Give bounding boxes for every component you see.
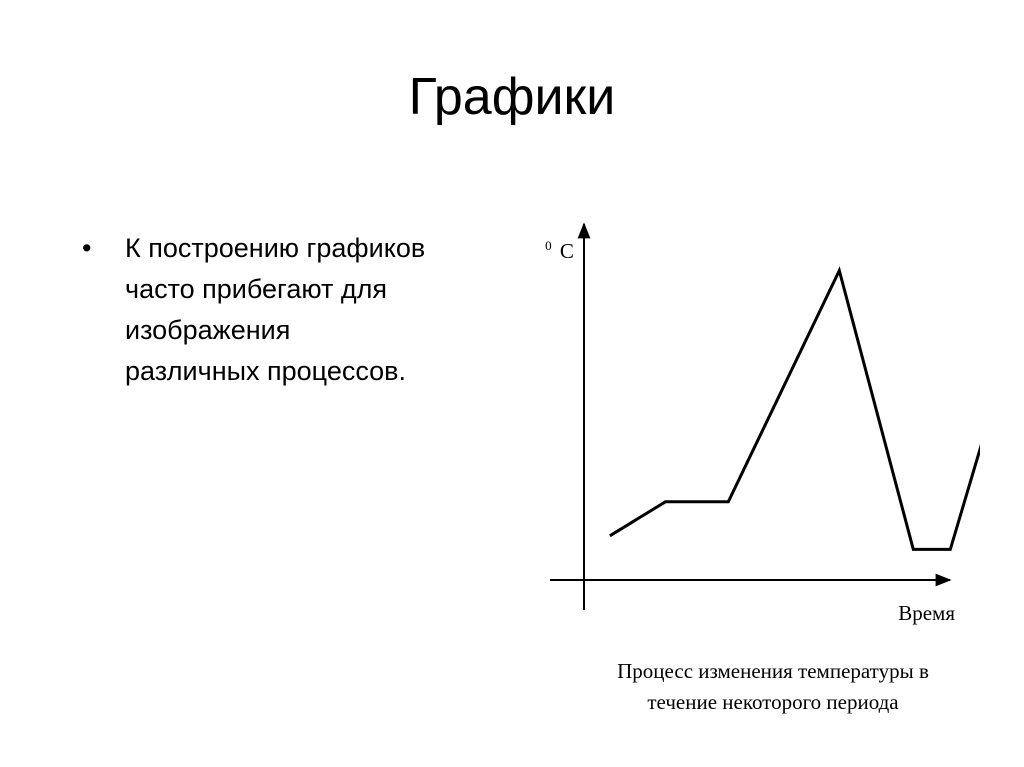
y-axis-label-unit: С [560, 239, 574, 263]
x-axis-label: Время [898, 601, 955, 625]
bullet-line-2: часто прибегают для [125, 274, 387, 304]
bullet-list: • К построению графиков часто прибегают … [82, 228, 502, 392]
y-axis-label-superscript: 0 [545, 238, 552, 253]
temperature-line [609, 266, 980, 551]
series-layer [609, 266, 980, 551]
bullet-line-3: изображения [125, 315, 291, 345]
caption-line-2: течение некоторого периода [647, 690, 899, 714]
bullet-item: • К построению графиков часто прибегают … [82, 228, 502, 392]
caption-line-1: Процесс изменения температуры в [617, 659, 929, 683]
chart-caption: Процесс изменения температуры в течение … [565, 656, 981, 718]
y-axis-label: Т 0 С [540, 231, 574, 263]
bullet-line-1: К построению графиков [125, 233, 426, 263]
bullet-marker: • [82, 233, 92, 263]
slide-title: Графики [408, 68, 616, 126]
temperature-chart: Т 0 С Время [540, 222, 980, 625]
bullet-line-4: различных процессов. [125, 356, 407, 386]
